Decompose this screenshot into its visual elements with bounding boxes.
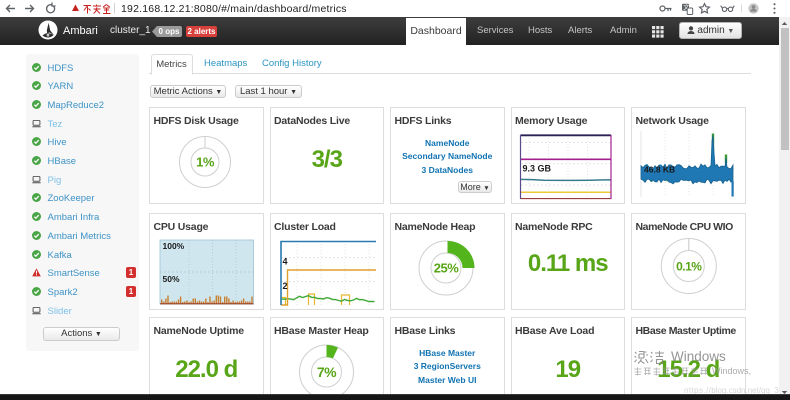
svg-text:100%: 100% bbox=[163, 241, 185, 251]
svg-text:2: 2 bbox=[282, 281, 287, 291]
svg-text:4: 4 bbox=[282, 257, 287, 267]
svg-text:0.1%: 0.1% bbox=[676, 259, 702, 273]
svg-text:46.8 KB: 46.8 KB bbox=[644, 165, 675, 175]
svg-text:文: 文 bbox=[683, 4, 689, 12]
svg-text:50%: 50% bbox=[163, 274, 180, 284]
svg-text:25%: 25% bbox=[434, 261, 459, 276]
svg-text:7%: 7% bbox=[316, 364, 336, 380]
svg-text:9.3 GB: 9.3 GB bbox=[522, 164, 551, 174]
svg-text:1%: 1% bbox=[196, 155, 215, 170]
